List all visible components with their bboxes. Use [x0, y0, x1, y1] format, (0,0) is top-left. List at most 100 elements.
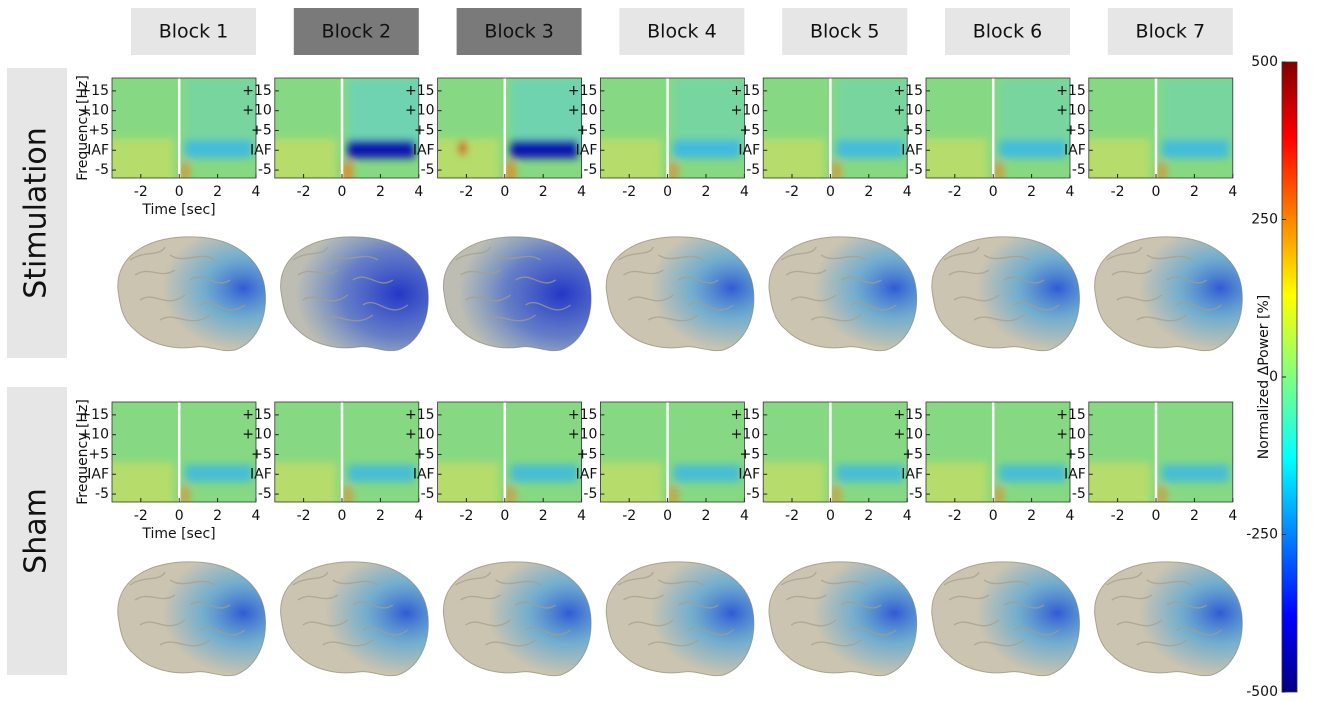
y-tick-label: +15 — [405, 83, 435, 99]
x-tick-label: 2 — [376, 184, 385, 200]
axes-frame — [925, 77, 1071, 179]
x-tick-label: 2 — [864, 184, 873, 200]
y-tick-label: +5 — [577, 122, 598, 138]
y-tick-label: -5 — [421, 162, 435, 178]
axes-frame — [1088, 77, 1234, 179]
x-tick-label: -2 — [948, 508, 962, 524]
y-tick-label: IAF — [87, 466, 109, 482]
y-tick-label: +10 — [242, 427, 272, 443]
y-tick-label: +5 — [740, 122, 761, 138]
spectrogram: +15 +10 +5 IAF -5 -2 0 2 4 — [242, 401, 423, 524]
x-tick-label: 0 — [175, 508, 184, 524]
axes-frame — [600, 77, 745, 179]
x-tick-label: 0 — [338, 508, 347, 524]
spectrogram: +15 +10 +5 IAF -5 -2 0 2 4 Frequency [Hz] Time [se… — [75, 75, 261, 218]
y-tick-label: +15 — [568, 83, 598, 99]
y-tick-label: -5 — [1072, 162, 1086, 178]
x-tick-label: -2 — [622, 184, 636, 200]
x-tick-label: 2 — [376, 508, 385, 524]
x-tick-label: -2 — [948, 184, 962, 200]
axes-frame — [437, 77, 583, 179]
brain — [117, 561, 266, 677]
x-tick-label: 0 — [663, 508, 672, 524]
spectrogram: +15 +10 +5 IAF -5 -2 0 2 4 — [1056, 401, 1237, 524]
block-header-box — [619, 8, 745, 55]
x-axis-label: Time [sec] — [141, 526, 215, 542]
x-tick-label: 4 — [252, 508, 261, 524]
axes-frame — [1088, 401, 1234, 503]
axes-frame — [111, 77, 257, 179]
x-tick-label: 0 — [1152, 508, 1161, 524]
x-tick-label: 4 — [740, 508, 749, 524]
spectrogram: +15 +10 +5 IAF -5 -2 0 2 4 — [893, 77, 1075, 200]
y-axis-label: Frequency [Hz] — [75, 399, 91, 505]
x-tick-label: -2 — [459, 508, 473, 524]
y-tick-label: IAF — [1064, 466, 1086, 482]
block-header: Block 7 — [1136, 21, 1206, 43]
x-tick-label: 4 — [1066, 508, 1075, 524]
y-tick-label: IAF — [901, 142, 923, 158]
condition-label: Stimulation — [19, 127, 54, 299]
brain — [443, 236, 592, 352]
y-tick-label: +5 — [1065, 122, 1086, 138]
x-tick-label: 4 — [414, 184, 423, 200]
brain — [117, 236, 266, 352]
x-tick-label: -2 — [297, 184, 311, 200]
y-tick-label: +10 — [1056, 427, 1086, 443]
y-tick-label: +15 — [568, 407, 598, 423]
y-tick-label: -5 — [258, 162, 272, 178]
x-tick-label: 2 — [539, 184, 548, 200]
spectrogram: +15 +10 +5 IAF -5 -2 0 2 4 — [405, 77, 586, 200]
y-tick-label: -5 — [746, 486, 760, 502]
block-header: Block 4 — [647, 21, 717, 43]
condition-box — [7, 68, 67, 358]
y-tick-label: +15 — [893, 83, 923, 99]
block-header: Block 5 — [810, 21, 880, 43]
x-tick-label: 2 — [1027, 508, 1036, 524]
x-tick-label: 0 — [663, 184, 672, 200]
x-tick-label: 2 — [864, 508, 873, 524]
brain — [1094, 236, 1243, 352]
y-axis-label: Frequency [Hz] — [75, 75, 91, 181]
block-header-box — [131, 8, 256, 55]
y-tick-label: +10 — [1056, 103, 1086, 119]
y-tick-label: IAF — [413, 466, 435, 482]
y-tick-label: IAF — [250, 466, 272, 482]
spectrogram: +15 +10 +5 IAF -5 -2 0 2 4 Frequency [Hz] Time [se… — [75, 399, 261, 542]
colorbar-tick-label: 250 — [1251, 212, 1278, 228]
block-header: Block 3 — [484, 21, 554, 43]
y-tick-label: +5 — [902, 446, 923, 462]
spectrogram: +15 +10 +5 IAF -5 -2 0 2 4 — [568, 401, 749, 524]
y-tick-label: +10 — [731, 427, 761, 443]
y-tick-label: +10 — [79, 427, 109, 443]
x-tick-label: 2 — [213, 184, 222, 200]
block-header-box — [945, 8, 1070, 55]
y-tick-label: IAF — [250, 142, 272, 158]
axes-frame — [437, 401, 583, 503]
spectrogram: +15 +10 +5 IAF -5 -2 0 2 4 — [731, 401, 912, 524]
block-header: Block 6 — [973, 21, 1043, 43]
brain — [605, 236, 755, 352]
x-tick-label: -2 — [134, 508, 148, 524]
x-tick-label: 4 — [903, 184, 912, 200]
x-tick-label: 2 — [539, 508, 548, 524]
y-tick-label: IAF — [87, 142, 109, 158]
y-tick-label: IAF — [413, 142, 435, 158]
axes-frame — [762, 77, 908, 179]
y-tick-label: -5 — [909, 162, 923, 178]
y-tick-label: +15 — [893, 407, 923, 423]
brain — [280, 561, 429, 677]
brain — [768, 236, 918, 352]
y-tick-label: +5 — [251, 122, 272, 138]
y-tick-label: +5 — [414, 122, 435, 138]
brain — [605, 561, 755, 677]
y-tick-label: +15 — [731, 407, 761, 423]
x-tick-label: -2 — [1111, 184, 1125, 200]
y-tick-label: +15 — [731, 83, 761, 99]
x-tick-label: 4 — [577, 508, 586, 524]
y-tick-label: -5 — [421, 486, 435, 502]
x-tick-label: 0 — [989, 184, 998, 200]
y-tick-label: +5 — [251, 446, 272, 462]
y-tick-label: +5 — [1065, 446, 1086, 462]
colorbar-tick-label: 500 — [1251, 54, 1278, 70]
